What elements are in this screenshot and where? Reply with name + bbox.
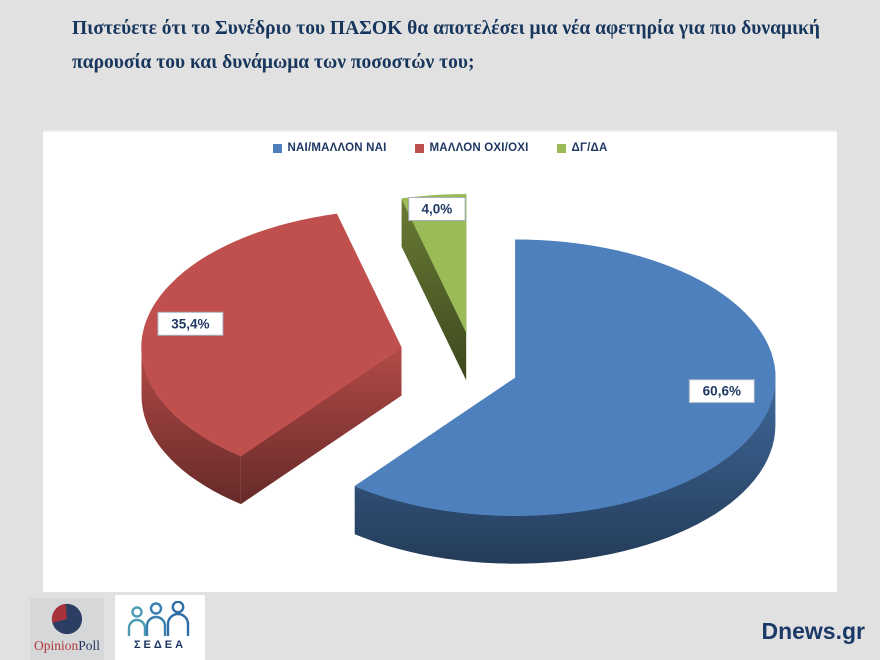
sedea-logo: ΣΕΔΕΑ bbox=[115, 595, 205, 660]
pie-chart-svg: 60,6% 35,4% 4,0% bbox=[141, 193, 776, 564]
legend-label: ΝΑΙ/ΜΑΛΛΟΝ ΝΑΙ bbox=[287, 142, 387, 154]
legend-item: ΝΑΙ/ΜΑΛΛΟΝ ΝΑΙ bbox=[272, 142, 387, 154]
data-label: 4,0% bbox=[408, 197, 466, 222]
pie-slice bbox=[141, 213, 402, 505]
opinionpoll-pie-icon bbox=[51, 603, 83, 635]
data-label: 60,6% bbox=[688, 379, 755, 404]
legend-swatch bbox=[272, 143, 282, 153]
opinionpoll-wordmark: OpinionPoll bbox=[33, 638, 101, 653]
svg-text:4,0%: 4,0% bbox=[422, 202, 453, 217]
pie-slice bbox=[354, 239, 776, 564]
legend-swatch bbox=[556, 143, 566, 153]
chart-question-title: Πιστεύετε ότι το Συνέδριο του ΠΑΣΟΚ θα α… bbox=[72, 18, 820, 73]
legend-swatch bbox=[414, 143, 424, 153]
pie-slice bbox=[401, 193, 467, 381]
svg-text:35,4%: 35,4% bbox=[171, 316, 209, 331]
chart-legend: ΝΑΙ/ΜΑΛΛΟΝ ΝΑΙ ΜΑΛΛΟΝ ΟΧΙ/ΟΧΙ ΔΓ/ΔΑ bbox=[43, 142, 837, 154]
legend-label: ΜΑΛΛΟΝ ΟΧΙ/ΟΧΙ bbox=[429, 142, 529, 154]
legend-label: ΔΓ/ΔΑ bbox=[571, 142, 608, 154]
data-label: 35,4% bbox=[157, 311, 224, 336]
sedea-wordmark: ΣΕΔΕΑ bbox=[133, 639, 187, 651]
legend-item: ΜΑΛΛΟΝ ΟΧΙ/ΟΧΙ bbox=[414, 142, 529, 154]
opinionpoll-logo: OpinionPoll bbox=[30, 598, 104, 660]
sedea-people-icon bbox=[127, 601, 190, 636]
legend-item: ΔΓ/ΔΑ bbox=[556, 142, 608, 154]
source-label: Dnews.gr bbox=[761, 618, 865, 644]
chart-panel: ΝΑΙ/ΜΑΛΛΟΝ ΝΑΙ ΜΑΛΛΟΝ ΟΧΙ/ΟΧΙ ΔΓ/ΔΑ 60,6% 3… bbox=[43, 130, 837, 592]
svg-text:60,6%: 60,6% bbox=[703, 384, 741, 399]
